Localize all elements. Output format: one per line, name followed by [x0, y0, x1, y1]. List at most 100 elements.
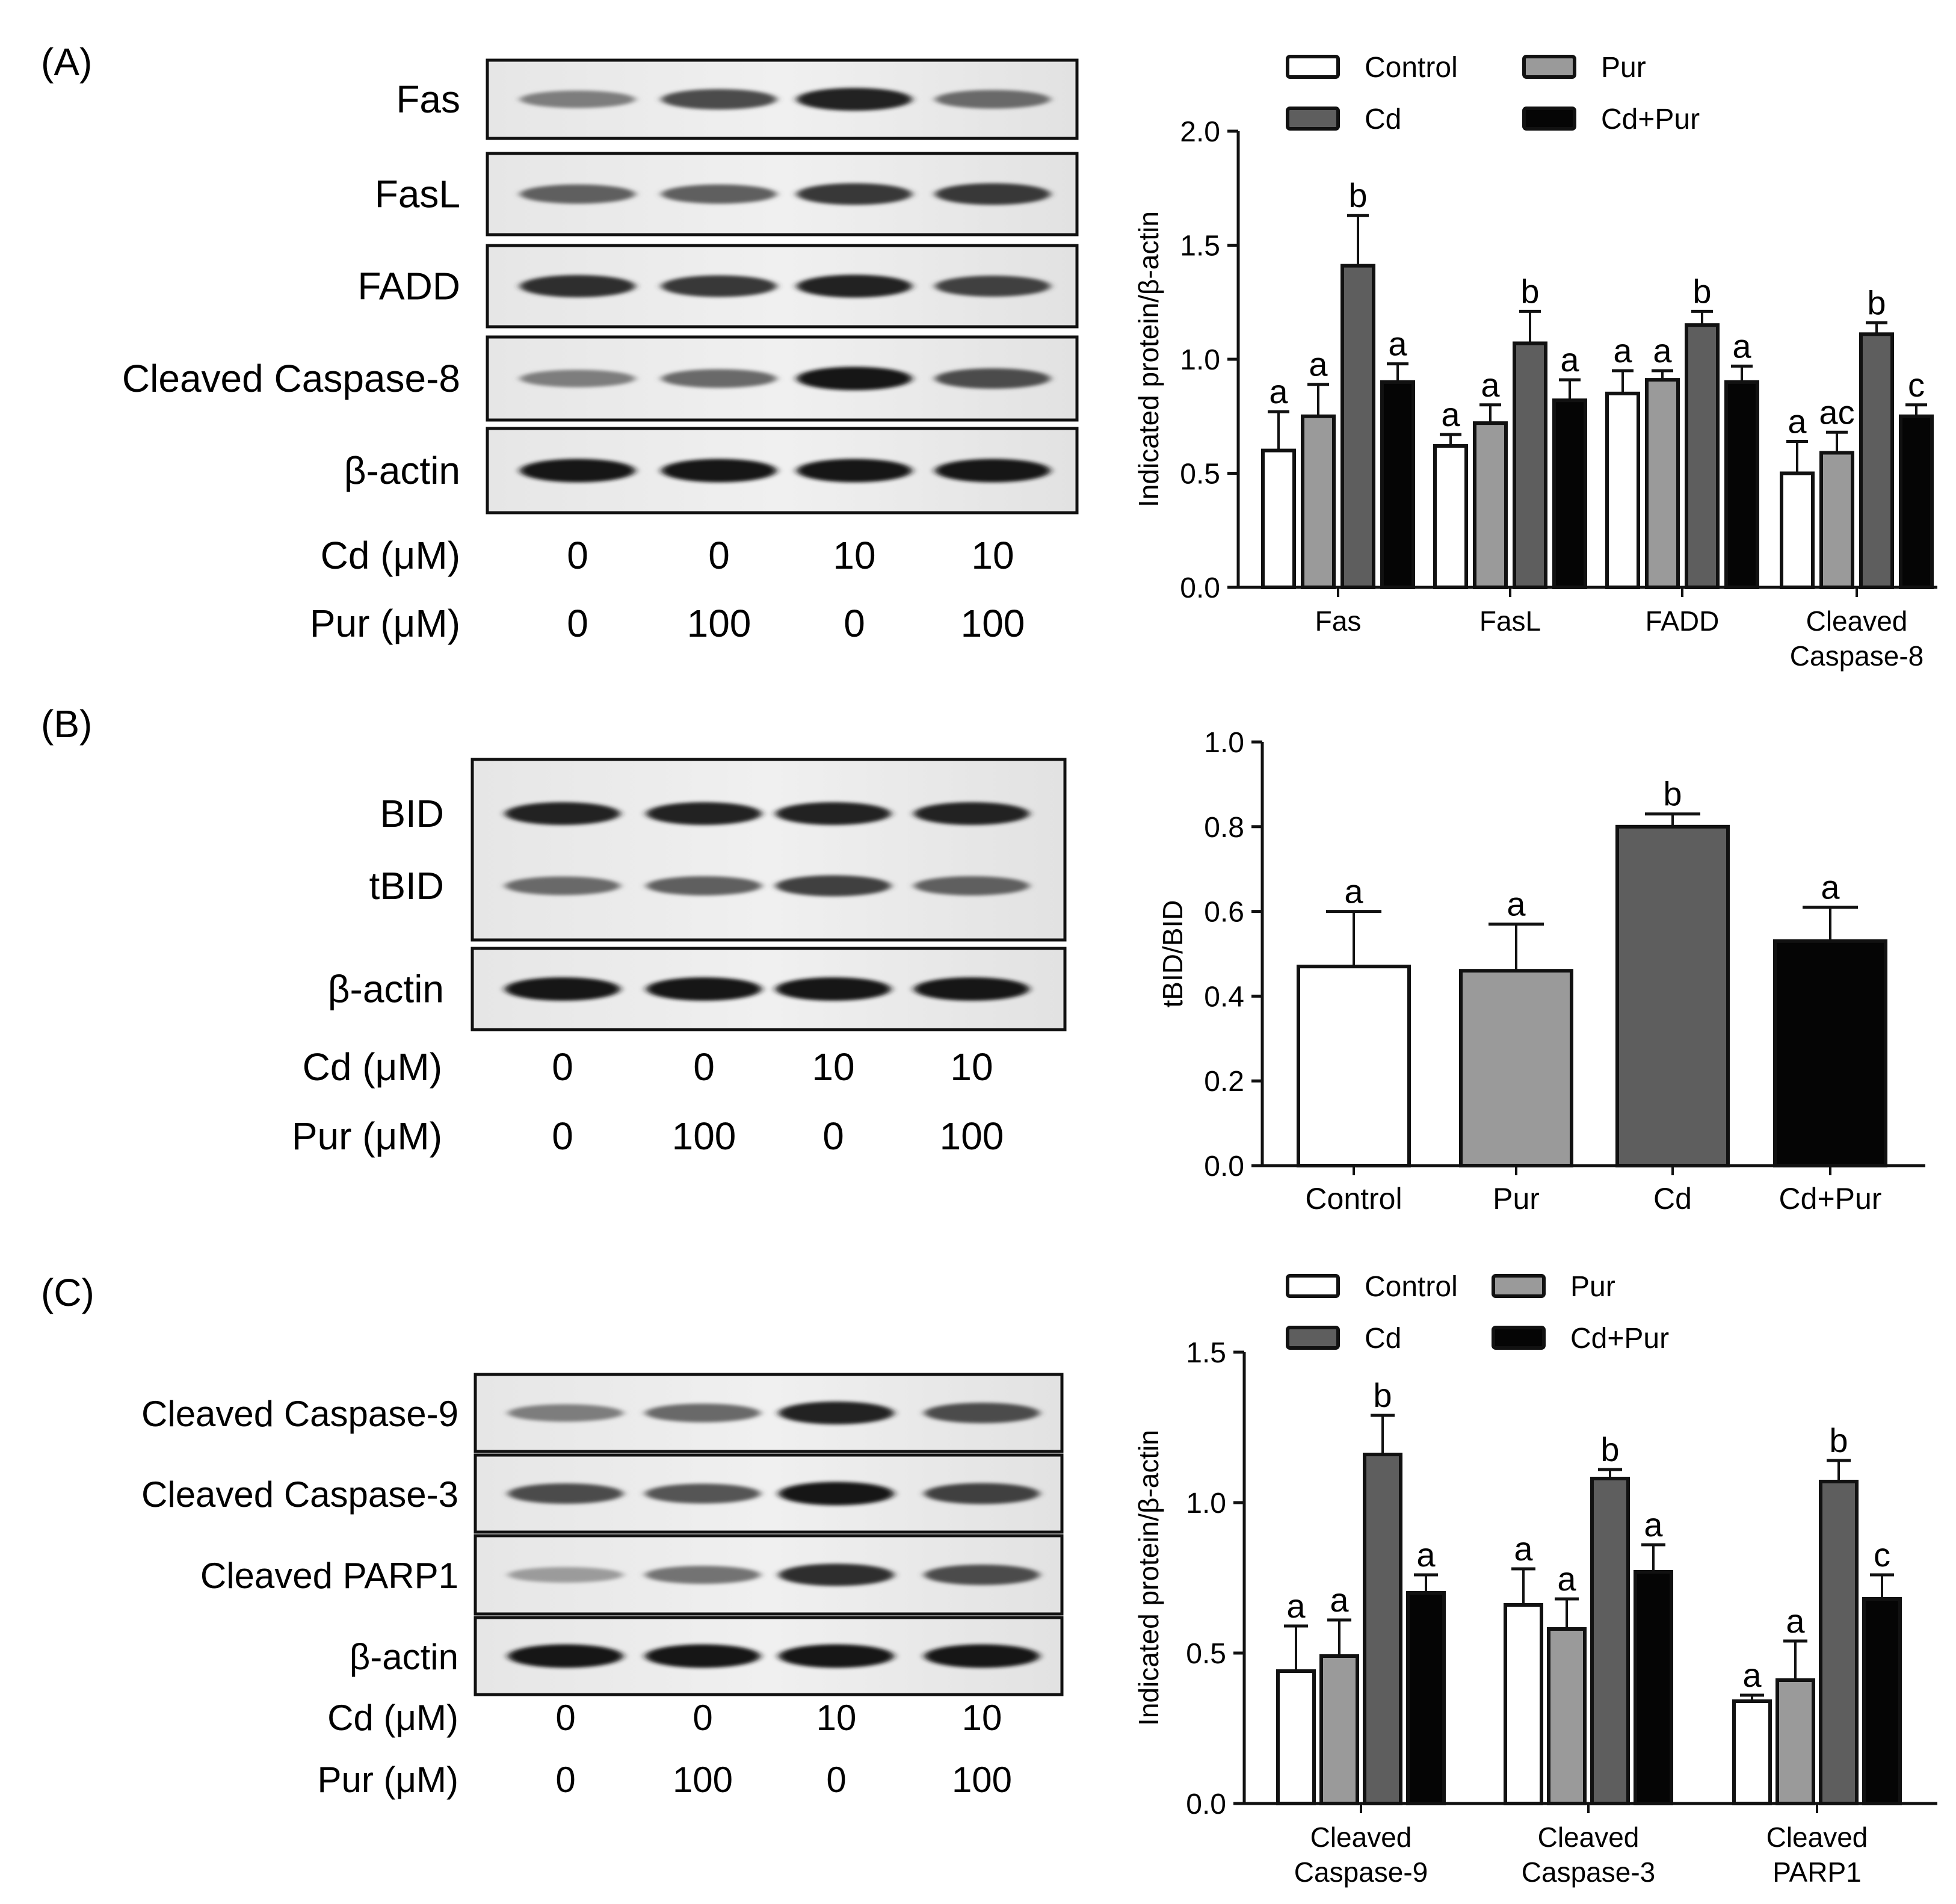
blot-band	[645, 1403, 760, 1423]
significance-letter: c	[1908, 366, 1925, 404]
blot-band	[646, 977, 762, 1001]
legend-swatch	[1286, 55, 1340, 79]
dose-row-label: Cd (μM)	[327, 1698, 458, 1738]
blot-row-label: Cleaved Caspase-9	[141, 1394, 458, 1434]
x-tick-label: Cd+Pur	[1779, 1182, 1882, 1216]
significance-letter: a	[1732, 327, 1751, 365]
blot-row-label: β-actin	[350, 1637, 458, 1677]
blot-band	[924, 1644, 1040, 1668]
legend-label: Cd+Pur	[1601, 104, 1700, 135]
x-tick-label: Caspase-3	[1522, 1856, 1655, 1888]
dose-row-label: Cd (μM)	[321, 534, 460, 577]
significance-letter: b	[1692, 272, 1711, 310]
dose-value: 10	[833, 534, 875, 577]
dose-row-label: Pur (μM)	[292, 1114, 442, 1158]
y-tick-label: 1.0	[1180, 344, 1220, 376]
bar-cd-pur	[1862, 1597, 1902, 1805]
bar-cd-pur	[1773, 939, 1887, 1167]
dose-value: 0	[693, 1698, 712, 1738]
blot-band	[508, 1567, 623, 1583]
significance-letter: b	[1520, 272, 1539, 310]
bar-cd	[1685, 323, 1720, 590]
blot-band	[935, 90, 1051, 109]
significance-letter: a	[1560, 341, 1579, 379]
x-tick-label: Fas	[1315, 605, 1362, 637]
legend-label: Control	[1365, 52, 1458, 84]
bar-cd	[1819, 1480, 1859, 1805]
panel-a-letter: (A)	[41, 40, 92, 84]
blot-band	[776, 875, 891, 897]
blot-band	[508, 1483, 623, 1504]
blot-band	[797, 88, 912, 111]
legend-label: Cd	[1365, 104, 1401, 135]
y-axis-title: tBID/BID	[1157, 900, 1188, 1008]
bar-pur	[1301, 414, 1336, 589]
legend-swatch	[1286, 1274, 1340, 1298]
dose-value: 10	[816, 1698, 857, 1738]
legend-swatch	[1522, 107, 1576, 131]
x-tick-label: Cleaved	[1538, 1822, 1640, 1853]
blot-membrane	[470, 758, 1067, 942]
panel-b-blots: BID tBID β-actin Cd (μM) 0 0 10 10 Pur (μM) 0 100 0…	[292, 758, 1067, 1158]
blot-band	[645, 1566, 760, 1584]
blot-band	[797, 183, 912, 205]
dose-value: 10	[950, 1045, 993, 1089]
blot-band	[661, 459, 777, 483]
blot-row-label: Fas	[396, 78, 460, 121]
blot-band	[505, 802, 620, 825]
x-tick-label: Caspase-9	[1294, 1856, 1428, 1888]
legend-swatch	[1492, 1326, 1546, 1350]
blot-row-label: FADD	[357, 265, 460, 308]
bar-control	[1732, 1699, 1772, 1805]
dose-row-label: Cd (μM)	[303, 1045, 442, 1089]
significance-letter: a	[1507, 885, 1526, 923]
significance-letter: b	[1867, 283, 1886, 321]
bar-control	[1261, 448, 1296, 589]
bar-control	[1276, 1669, 1316, 1805]
bar-pur	[1473, 421, 1508, 589]
bar-pur	[1776, 1678, 1815, 1805]
bar-cd	[1615, 824, 1730, 1168]
blot-band	[661, 184, 777, 204]
blot-band	[520, 369, 635, 388]
significance-letter: a	[1441, 395, 1460, 433]
bar-cd-pur	[1634, 1570, 1673, 1805]
dose-row-label: Pur (μM)	[310, 602, 460, 645]
dose-value: 0	[552, 1045, 573, 1089]
significance-letter: a	[1269, 372, 1288, 410]
significance-letter: a	[1309, 345, 1328, 383]
blot-band	[914, 876, 1029, 895]
dose-value: 100	[673, 1760, 733, 1800]
dose-value: 10	[962, 1698, 1002, 1738]
bar-cd-pur	[1552, 398, 1587, 589]
y-tick-label: 0.0	[1180, 572, 1220, 604]
significance-letter: a	[1786, 1602, 1805, 1640]
blot-band	[645, 1644, 760, 1668]
blot-band	[797, 366, 912, 391]
x-tick-label: FasL	[1479, 605, 1541, 637]
dose-value: 100	[687, 602, 751, 645]
y-tick-label: 0.6	[1204, 897, 1244, 929]
bar-cd	[1513, 341, 1547, 589]
significance-letter: a	[1481, 366, 1500, 404]
bar-cd	[1363, 1453, 1402, 1805]
blot-band	[935, 368, 1051, 389]
significance-letter: b	[1600, 1430, 1619, 1468]
panel-a-chart: 0.0 0.5 1.0 1.5 2.0 Indicated protein/β-actin…	[1133, 52, 1937, 672]
blot-band	[779, 1482, 894, 1506]
blot-band	[935, 276, 1051, 297]
bar-control	[1605, 391, 1640, 589]
blot-row-label: BID	[380, 792, 444, 835]
dose-value: 0	[822, 1114, 844, 1158]
x-tick-label: Cd	[1653, 1182, 1692, 1216]
legend-swatch	[1286, 1326, 1340, 1350]
blot-band	[505, 876, 620, 895]
legend-label: Control	[1365, 1271, 1458, 1303]
significance-letter: a	[1557, 1560, 1576, 1598]
blot-band	[924, 1565, 1040, 1585]
x-tick-label: Cleaved	[1806, 605, 1908, 637]
dose-value: 0	[555, 1698, 575, 1738]
blot-band	[520, 275, 635, 297]
bar-cd-pur	[1724, 380, 1759, 590]
bar-control	[1504, 1603, 1543, 1805]
